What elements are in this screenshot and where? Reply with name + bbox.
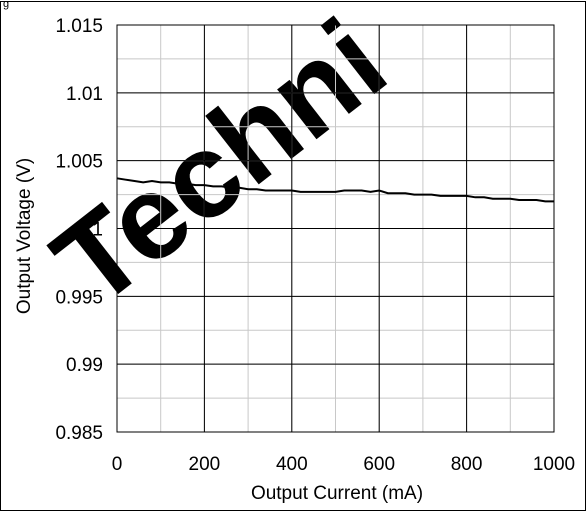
- figure-caption: g: [3, 0, 10, 10]
- series-line: [116, 177, 554, 203]
- y-axis-label: Output Voltage (V): [14, 158, 35, 314]
- x-tick-label: 600: [363, 454, 395, 475]
- x-tick-label: 400: [276, 454, 308, 475]
- y-tick-label: 0.99: [66, 355, 103, 376]
- y-tick-label: 1.005: [55, 152, 103, 173]
- y-tick-label: 1: [92, 220, 103, 241]
- y-tick-label: 1.01: [66, 84, 103, 105]
- y-tick-labels: 1.015 1.01 1.005 1 0.995 0.99 0.985: [55, 16, 103, 444]
- x-tick-label: 800: [451, 454, 483, 475]
- x-tick-labels: 0 200 400 600 800 1000: [112, 454, 575, 475]
- x-tick-label: 200: [189, 454, 221, 475]
- y-tick-label: 0.985: [55, 423, 103, 444]
- x-tick-label: 1000: [533, 454, 575, 475]
- y-tick-label: 1.015: [55, 16, 103, 37]
- y-tick-label: 0.995: [55, 287, 103, 308]
- plot-area: [116, 24, 555, 433]
- x-tick-label: 0: [112, 454, 123, 475]
- x-axis-label: Output Current (mA): [251, 483, 423, 504]
